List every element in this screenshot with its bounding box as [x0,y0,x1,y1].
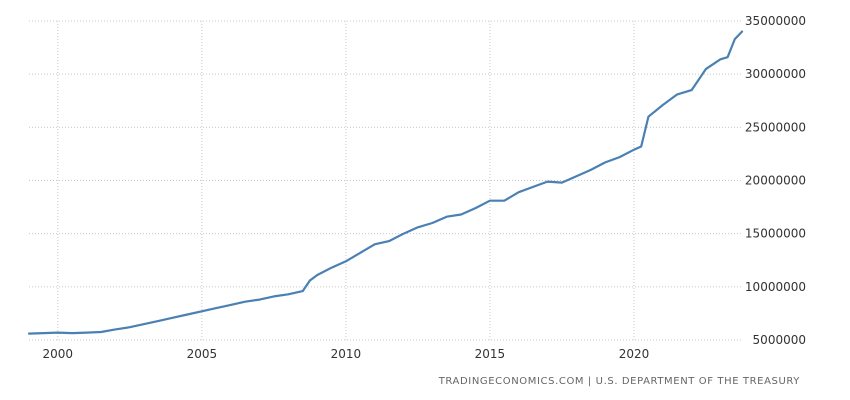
x-axis-tick-labels: 2000 2005 2010 2015 2020 [43,347,650,361]
y-tick-label: 5000000 [753,333,806,347]
y-tick-label: 35000000 [745,14,806,28]
x-tick-label: 2000 [43,347,74,361]
series-line [27,30,744,335]
y-tick-label: 30000000 [745,67,806,81]
grid-lines [29,20,742,341]
x-tick-label: 2010 [331,347,362,361]
y-tick-label: 25000000 [745,120,806,134]
source-credit: TRADINGECONOMICS.COM | U.S. DEPARTMENT O… [438,376,800,387]
y-axis-tick-labels: 5000000 10000000 15000000 20000000 25000000 3… [745,14,806,347]
x-tick-label: 2015 [475,347,506,361]
y-tick-label: 10000000 [745,280,806,294]
x-tick-label: 2020 [619,347,650,361]
x-tick-label: 2005 [187,347,218,361]
y-tick-label: 15000000 [745,227,806,241]
y-tick-label: 20000000 [745,174,806,188]
